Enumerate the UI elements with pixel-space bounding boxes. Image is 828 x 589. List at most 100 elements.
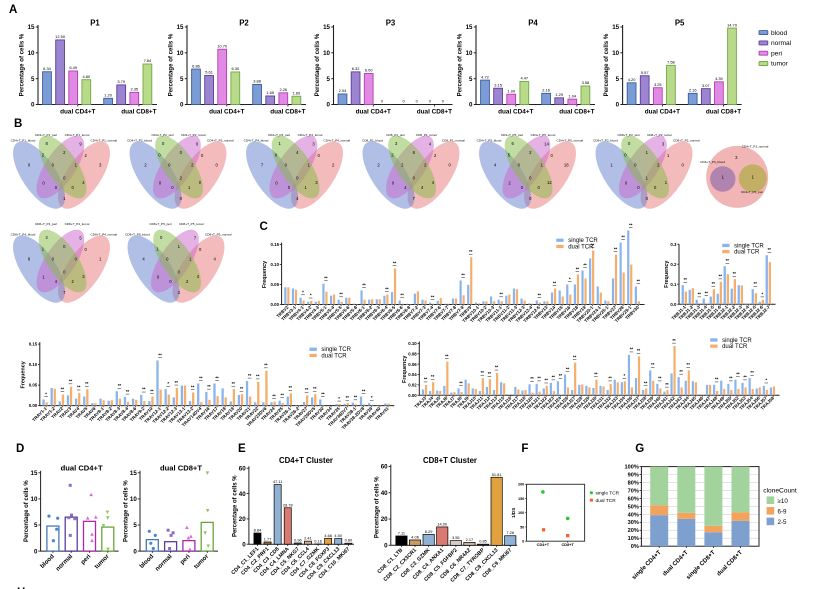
svg-text:**: **: [431, 294, 435, 299]
svg-text:0: 0: [392, 181, 395, 186]
svg-text:normal: normal: [771, 40, 792, 47]
svg-text:0: 0: [538, 185, 541, 190]
svg-text:*: *: [45, 391, 47, 396]
svg-text:**: **: [324, 276, 328, 281]
svg-text:8: 8: [28, 256, 31, 261]
svg-text:**: **: [576, 266, 580, 271]
svg-text:0.96: 0.96: [294, 538, 302, 543]
svg-text:CD8+T_P4_normal: CD8+T_P4_normal: [91, 232, 118, 236]
svg-text:50%: 50%: [628, 504, 639, 510]
svg-text:0: 0: [63, 175, 66, 180]
svg-text:single TCR: single TCR: [734, 243, 764, 249]
svg-text:4.50: 4.50: [334, 533, 342, 538]
svg-text:**: **: [530, 376, 534, 381]
svg-text:dual TCR: dual TCR: [568, 244, 594, 250]
svg-text:Percentage of cells %: Percentage of cells %: [168, 33, 175, 96]
svg-text:**: **: [614, 246, 618, 251]
svg-text:dual TCR: dual TCR: [596, 498, 617, 504]
svg-text:H: H: [17, 587, 25, 589]
svg-text:dual CD8+T: dual CD8+T: [706, 109, 741, 116]
svg-text:30%: 30%: [628, 520, 639, 526]
svg-text:7.11: 7.11: [398, 531, 405, 536]
svg-text:6.86: 6.86: [192, 63, 200, 68]
svg-text:CD4+T_P4_blood: CD4+T_P4_blood: [244, 138, 269, 142]
svg-text:**: **: [537, 376, 541, 381]
svg-text:0: 0: [413, 175, 416, 180]
svg-text:4.80: 4.80: [82, 74, 90, 79]
svg-text:2: 2: [657, 163, 660, 168]
svg-text:0: 0: [160, 235, 163, 240]
svg-text:≥10: ≥10: [778, 498, 789, 505]
svg-text:CD8+T_P2_normal: CD8+T_P2_normal: [673, 138, 700, 142]
svg-text:4.06: 4.06: [411, 535, 419, 540]
svg-text:**: **: [207, 384, 211, 389]
svg-text:1.29: 1.29: [555, 92, 563, 97]
svg-text:5: 5: [180, 76, 184, 83]
svg-text:**: **: [665, 382, 669, 387]
svg-text:8.84: 8.84: [254, 528, 262, 533]
svg-text:2.35: 2.35: [130, 87, 138, 92]
svg-text:6: 6: [512, 141, 515, 146]
svg-text:0.0: 0.0: [670, 302, 677, 307]
svg-text:CD8_P1_blood: CD8_P1_blood: [362, 138, 383, 142]
svg-text:**: **: [726, 258, 730, 263]
svg-text:7: 7: [261, 162, 264, 167]
svg-text:10: 10: [612, 50, 619, 57]
svg-text:5: 5: [79, 236, 82, 241]
svg-text:**: **: [85, 381, 89, 386]
svg-text:0: 0: [199, 180, 202, 185]
svg-text:4.20: 4.20: [628, 77, 636, 82]
svg-text:**: **: [559, 373, 563, 378]
svg-text:4: 4: [214, 257, 217, 262]
svg-text:0: 0: [384, 543, 388, 550]
svg-text:5: 5: [34, 522, 38, 529]
svg-text:CD8+T_P4_peri: CD8+T_P4_peri: [35, 222, 58, 226]
svg-text:4.39: 4.39: [715, 76, 723, 81]
svg-text:0: 0: [180, 150, 183, 155]
svg-text:3: 3: [312, 142, 315, 147]
svg-text:CD8+T_P2_peri: CD8+T_P2_peri: [617, 133, 640, 137]
svg-text:dual CD4+T: dual CD4+T: [60, 109, 95, 116]
svg-text:0: 0: [178, 269, 181, 274]
svg-text:*: *: [569, 276, 571, 281]
svg-text:0: 0: [159, 181, 162, 186]
svg-text:0.08: 0.08: [408, 351, 417, 356]
svg-text:1: 1: [156, 246, 159, 251]
svg-text:CD4+T_P2_peri: CD4+T_P2_peri: [151, 133, 174, 137]
svg-text:1: 1: [646, 150, 649, 155]
svg-text:4: 4: [142, 256, 145, 261]
svg-text:dual CD4+T: dual CD4+T: [645, 109, 680, 116]
svg-text:**: **: [538, 292, 542, 297]
svg-text:1: 1: [188, 185, 191, 190]
svg-text:2: 2: [508, 181, 511, 186]
svg-text:CD4+T_P5_peri: CD4+T_P5_peri: [501, 133, 524, 137]
svg-text:Frequency: Frequency: [402, 356, 408, 383]
svg-text:6.49: 6.49: [69, 65, 77, 70]
svg-text:single TCR: single TCR: [596, 491, 620, 497]
svg-text:dual CD4+T: dual CD4+T: [498, 109, 533, 116]
svg-text:1.65: 1.65: [266, 90, 274, 95]
svg-text:**: **: [256, 374, 260, 379]
svg-text:2: 2: [401, 163, 404, 168]
svg-text:CD4+T_P4_tumor: CD4+T_P4_tumor: [298, 133, 323, 137]
svg-text:10: 10: [323, 50, 330, 57]
svg-text:**: **: [339, 292, 343, 297]
svg-text:4.47: 4.47: [520, 76, 528, 81]
svg-text:CD8+T_P5_peri: CD8+T_P5_peri: [149, 222, 172, 226]
svg-text:0: 0: [518, 163, 521, 168]
svg-text:blood: blood: [771, 30, 787, 37]
svg-text:7: 7: [63, 290, 66, 295]
svg-text:**: **: [175, 380, 179, 385]
svg-text:2: 2: [391, 152, 394, 157]
svg-text:**: **: [591, 242, 595, 247]
svg-text:**: **: [61, 386, 65, 391]
svg-text:0: 0: [529, 175, 532, 180]
svg-text:0: 0: [449, 163, 452, 168]
svg-text:**: **: [150, 388, 154, 393]
svg-text:peri: peri: [771, 50, 783, 57]
svg-text:**: **: [750, 370, 754, 375]
svg-text:50: 50: [520, 525, 524, 529]
svg-text:*: *: [302, 290, 304, 295]
svg-text:Percentage of cells %: Percentage of cells %: [19, 33, 26, 96]
svg-text:**: **: [621, 234, 625, 239]
